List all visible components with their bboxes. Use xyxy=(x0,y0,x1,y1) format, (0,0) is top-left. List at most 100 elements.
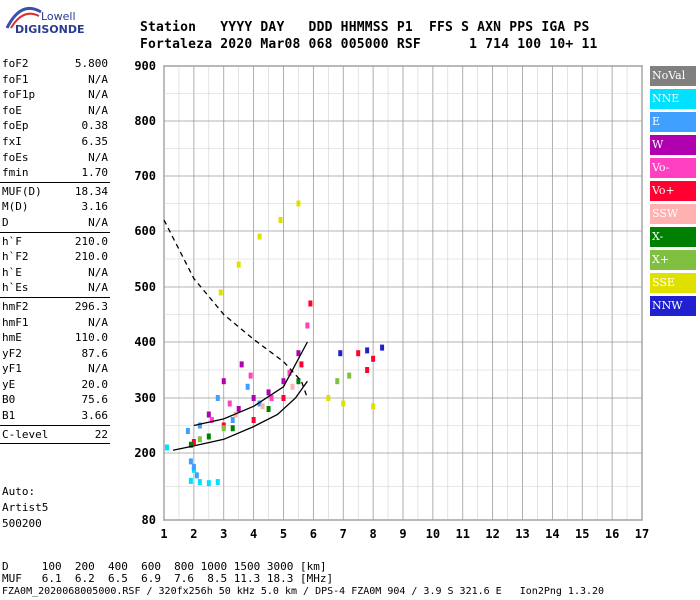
x-tick-label: 1 xyxy=(160,527,167,541)
param-label: MUF(D) xyxy=(2,184,42,198)
echo-point-w xyxy=(281,378,286,385)
divider xyxy=(0,231,110,233)
footer-info: FZA0M_2020068005000.RSF / 320fx256h 50 k… xyxy=(2,586,605,597)
param-value: 110.0 xyxy=(74,331,108,345)
echo-point-nnw xyxy=(338,350,343,357)
param-label: B1 xyxy=(2,409,16,423)
param-row-fof1p: foF1p N/A xyxy=(0,87,110,103)
x-tick-label: 17 xyxy=(635,527,649,541)
echo-point-sse xyxy=(371,403,376,410)
echo-point-vo xyxy=(365,367,370,373)
param-label: h`Es xyxy=(2,281,29,295)
echo-point-x xyxy=(347,372,352,379)
echo-point-w xyxy=(221,378,226,385)
param-label: h`F xyxy=(2,234,22,248)
params-group-frequencies: foF2 5.800 foF1 N/A foF1p N/A foE N/A foEp 0.38 fx… xyxy=(0,56,110,181)
echo-point-e xyxy=(185,428,190,434)
x-tick-label: 9 xyxy=(399,527,406,541)
y-tick-label: 800 xyxy=(134,114,156,128)
param-row-fmin: fmin 1.70 xyxy=(0,165,110,181)
echo-point-sse xyxy=(257,233,262,240)
legend-item-sse: SSE xyxy=(650,273,696,293)
legend-item-vo: Vo- xyxy=(650,158,696,178)
param-value: 1.70 xyxy=(81,166,109,180)
param-row-d: D N/A xyxy=(0,215,110,231)
param-value: 6.35 xyxy=(81,134,109,148)
echo-point-nne xyxy=(188,477,193,484)
param-row-yf1: yF1 N/A xyxy=(0,361,110,377)
param-value: N/A xyxy=(88,315,108,329)
param-label: fmin xyxy=(2,166,29,180)
echo-point-vo xyxy=(308,300,313,307)
y-tick-label: 400 xyxy=(134,335,156,349)
params-group-profile: hmF2 296.3 hmF1 N/A hmE 110.0 yF2 87.6 yF1 N/A yE 2… xyxy=(0,299,110,424)
param-row-md: M(D) 3.16 xyxy=(0,199,110,215)
logo-text-digisonde: DIGISONDE xyxy=(15,23,85,36)
x-tick-label: 2 xyxy=(190,527,197,541)
x-tick-label: 11 xyxy=(456,527,470,541)
echo-point-nnw xyxy=(365,347,370,354)
param-value: 87.6 xyxy=(81,346,109,360)
param-row-hme: hmE 110.0 xyxy=(0,330,110,346)
autoscaling-software: Artist5 xyxy=(2,501,49,514)
param-label: hmE xyxy=(2,331,22,345)
param-value: 18.34 xyxy=(74,184,108,198)
y-tick-label: 700 xyxy=(134,169,156,183)
legend-item-nnw: NNW xyxy=(650,296,696,316)
echo-point-vo xyxy=(248,372,253,379)
param-label: C-level xyxy=(2,427,49,441)
y-tick-label: 600 xyxy=(134,224,156,238)
param-row-hf: h`F 210.0 xyxy=(0,234,110,250)
echo-point-e xyxy=(215,395,220,401)
echo-point-x xyxy=(221,425,226,432)
echo-point-nne xyxy=(197,479,202,486)
echo-point-nnw xyxy=(380,344,385,351)
echo-point-e xyxy=(194,472,199,479)
x-tick-label: 3 xyxy=(220,527,227,541)
echo-point-x xyxy=(335,378,340,385)
param-value: N/A xyxy=(88,72,108,86)
param-row-b0: B0 75.6 xyxy=(0,392,110,408)
param-label: hmF2 xyxy=(2,299,29,313)
legend-item-ssw: SSW xyxy=(650,204,696,224)
param-value: 3.66 xyxy=(81,409,109,423)
params-group-confidence: C-level 22 xyxy=(0,427,110,443)
y-tick-label: 200 xyxy=(134,446,156,460)
param-value: N/A xyxy=(88,362,108,376)
echo-point-x xyxy=(188,441,193,448)
param-label: M(D) xyxy=(2,200,29,214)
param-label: foF2 xyxy=(2,57,29,70)
plot-axes: 1 2 3 4 5 6 7 8 9 10 11 12 13 14 15 16 17802003004005006… xyxy=(134,59,649,541)
logo-text-lowell: Lowell xyxy=(41,10,76,23)
param-label: yF2 xyxy=(2,346,22,360)
echo-point-x xyxy=(296,378,301,385)
param-value: N/A xyxy=(88,150,108,164)
echo-point-ssw xyxy=(290,383,295,390)
x-tick-label: 16 xyxy=(605,527,619,541)
parameters-panel: foF2 5.800 foF1 N/A foF1p N/A foE N/A foEp 0.38 fx… xyxy=(0,56,110,445)
param-row-hes: h`Es N/A xyxy=(0,280,110,296)
param-label: hmF1 xyxy=(2,315,29,329)
param-label: foE xyxy=(2,103,22,117)
param-label: B0 xyxy=(2,393,16,407)
echo-point-e xyxy=(191,463,196,470)
param-row-hmf1: hmF1 N/A xyxy=(0,315,110,331)
param-value: 0.38 xyxy=(81,119,109,133)
echo-point-vo xyxy=(269,395,274,401)
muf-table-distance-row: D 100 200 400 600 800 1000 1500 3000 [km… xyxy=(2,560,327,573)
param-value: 22 xyxy=(94,427,108,441)
param-row-ye: yE 20.0 xyxy=(0,377,110,393)
autoscaling-version: 500200 xyxy=(2,517,42,530)
echo-point-w xyxy=(206,411,211,418)
muf-table-muf-row: MUF 6.1 6.2 6.5 6.9 7.6 8.5 11.3 18.3 [M… xyxy=(2,572,334,585)
profile-curve-solid xyxy=(172,380,308,451)
echo-point-w xyxy=(239,361,244,368)
echo-point-vo xyxy=(305,322,310,329)
logo-arc-icon xyxy=(5,7,42,29)
y-tick-label: 900 xyxy=(134,59,156,73)
profile-curves xyxy=(163,219,309,451)
param-row-fxi: fxI 6.35 xyxy=(0,134,110,150)
echo-points xyxy=(164,200,385,487)
x-tick-label: 12 xyxy=(485,527,499,541)
